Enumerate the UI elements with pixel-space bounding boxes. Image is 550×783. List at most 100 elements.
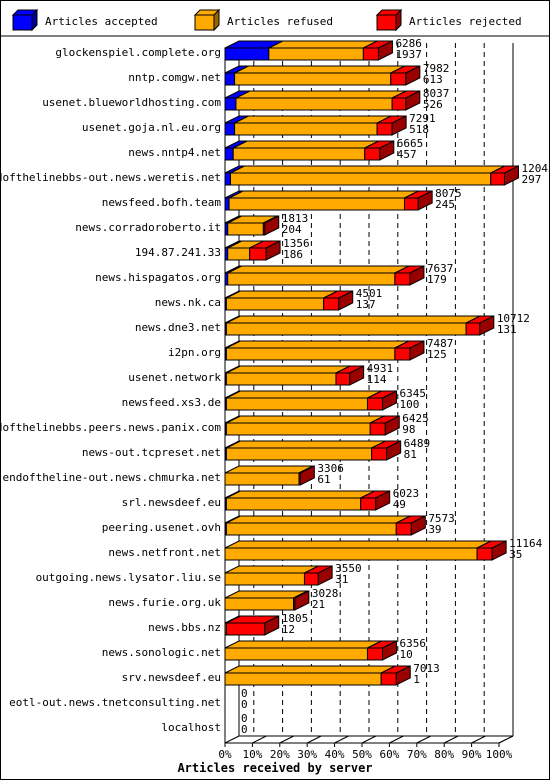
bar-segment-rejected bbox=[380, 672, 397, 686]
x-tick-label: 70% bbox=[407, 748, 427, 761]
y-tick-label: usenet.blueworldhosting.com bbox=[42, 96, 221, 109]
bar-segment-refused bbox=[227, 272, 396, 286]
data-label-total: 6665 bbox=[397, 137, 424, 150]
bar-side bbox=[410, 515, 426, 536]
data-label-second: 186 bbox=[283, 248, 303, 261]
bar-top-refused bbox=[224, 465, 314, 474]
bar-side bbox=[382, 640, 398, 661]
bar-segment-refused bbox=[232, 147, 366, 161]
y-tick-label: news.corradoroberto.it bbox=[75, 221, 221, 234]
bar-top-refused bbox=[228, 190, 419, 199]
floor-tick-line bbox=[389, 735, 404, 744]
data-label-total: 10712 bbox=[497, 312, 530, 325]
data-label-total: 8075 bbox=[435, 187, 462, 200]
bar-top-refused bbox=[226, 440, 386, 449]
bar-segment-rejected bbox=[391, 97, 407, 111]
bar-top-refused bbox=[226, 415, 385, 424]
floor-tick-line bbox=[279, 735, 295, 744]
bar-segment-rejected bbox=[303, 572, 319, 586]
x-tick-label: 90% bbox=[462, 748, 482, 761]
data-label-total: 4931 bbox=[367, 362, 394, 375]
data-label-second: 179 bbox=[427, 273, 447, 286]
y-tick-label: peering.usenet.ovh bbox=[102, 521, 221, 534]
bar-segment-accepted bbox=[224, 172, 231, 186]
floor-tick-line bbox=[416, 735, 432, 744]
bar-top-refused bbox=[226, 390, 382, 399]
data-label-second: 125 bbox=[427, 348, 447, 361]
data-label-second: 49 bbox=[393, 498, 406, 511]
data-label-total: 6286 bbox=[395, 37, 422, 50]
data-label-second: 297 bbox=[521, 173, 541, 186]
x-axis-label: Articles received by server bbox=[177, 761, 372, 775]
x-tick-label: 0% bbox=[218, 748, 232, 761]
data-label-total: 6023 bbox=[393, 487, 420, 500]
data-label-second: 1 bbox=[413, 673, 420, 686]
bar-segment-refused bbox=[225, 522, 397, 536]
data-label-second: 457 bbox=[397, 148, 417, 161]
bar-side bbox=[417, 190, 433, 211]
data-label-total: 1805 bbox=[282, 612, 309, 625]
bar-side bbox=[384, 415, 400, 436]
bar-segment-rejected bbox=[335, 372, 351, 386]
data-label-second: 1937 bbox=[395, 48, 422, 61]
floor-tick-line bbox=[361, 735, 377, 744]
bar-side bbox=[294, 590, 310, 611]
bar-side bbox=[491, 540, 507, 561]
bar-segment-rejected bbox=[390, 72, 407, 86]
bar-segment-refused bbox=[227, 222, 264, 236]
bar-segment-refused bbox=[268, 47, 364, 61]
bar-segment-refused bbox=[225, 422, 371, 436]
bar-segment-rejected bbox=[364, 147, 381, 161]
data-label-second: 613 bbox=[423, 73, 443, 86]
bar-segment-accepted bbox=[224, 197, 230, 211]
y-tick-label: usenet.network bbox=[128, 371, 221, 384]
bar-segment-accepted bbox=[224, 72, 236, 86]
legend-label: Articles rejected bbox=[409, 15, 522, 28]
bar-side bbox=[386, 440, 402, 461]
bar-top-refused bbox=[226, 490, 375, 499]
bar-segment-refused bbox=[225, 497, 362, 511]
data-label-total: 1813 bbox=[282, 212, 309, 225]
legend-swatch-side bbox=[395, 8, 402, 32]
chart-bars: 6286193779826138037526729151866654571204… bbox=[224, 37, 550, 736]
y-tick-label: newsfeed.bofh.team bbox=[102, 196, 222, 209]
bar-segment-refused bbox=[227, 247, 251, 261]
bar-side bbox=[349, 365, 365, 386]
y-tick-label: srl.newsdeef.eu bbox=[122, 496, 221, 509]
floor-tick-line bbox=[224, 735, 240, 744]
data-label-second: 81 bbox=[404, 448, 417, 461]
legend-swatch bbox=[12, 14, 33, 31]
data-label-second: 35 bbox=[509, 548, 522, 561]
bar-segment-accepted bbox=[224, 47, 270, 61]
bar-segment-rejected bbox=[249, 247, 267, 261]
data-label-total: 3028 bbox=[312, 587, 339, 600]
bar-side bbox=[264, 215, 280, 236]
x-tick-label: 60% bbox=[379, 748, 399, 761]
bar-top-refused bbox=[226, 515, 411, 524]
bar-top-refused bbox=[226, 315, 481, 324]
x-tick-label: 30% bbox=[297, 748, 317, 761]
y-tick-label: endofthelinebbs.peers.news.panix.com bbox=[1, 421, 221, 434]
data-label-total: 12043 bbox=[521, 162, 549, 175]
bar-segment-rejected bbox=[465, 322, 481, 336]
y-tick-label: news.dne3.net bbox=[135, 321, 221, 334]
floor-tick-line bbox=[498, 735, 514, 744]
legend-swatch bbox=[376, 14, 397, 31]
bar-top-refused bbox=[268, 40, 378, 49]
data-label-second: 21 bbox=[312, 598, 325, 611]
bar-segment-accepted bbox=[224, 122, 236, 136]
x-axis: 0% 10% 20% 30% 40% 50% 60% 70% 80% 90% 100% glocken… bbox=[0, 46, 513, 761]
bar-side bbox=[405, 90, 421, 111]
y-tick-label: eotl-out.news.tnetconsulting.net bbox=[9, 696, 221, 709]
y-tick-label: news.sonologic.net bbox=[102, 646, 221, 659]
bar-segment-refused bbox=[224, 672, 382, 686]
data-label-second: 204 bbox=[282, 223, 302, 236]
data-label-total: 7487 bbox=[427, 337, 454, 350]
floor-tick-line bbox=[443, 735, 459, 744]
bar-side bbox=[503, 165, 519, 186]
bar-side bbox=[375, 490, 391, 511]
bar-segment-rejected bbox=[395, 522, 412, 536]
bar-top-refused bbox=[224, 665, 396, 674]
bar-segment-refused bbox=[225, 447, 373, 461]
